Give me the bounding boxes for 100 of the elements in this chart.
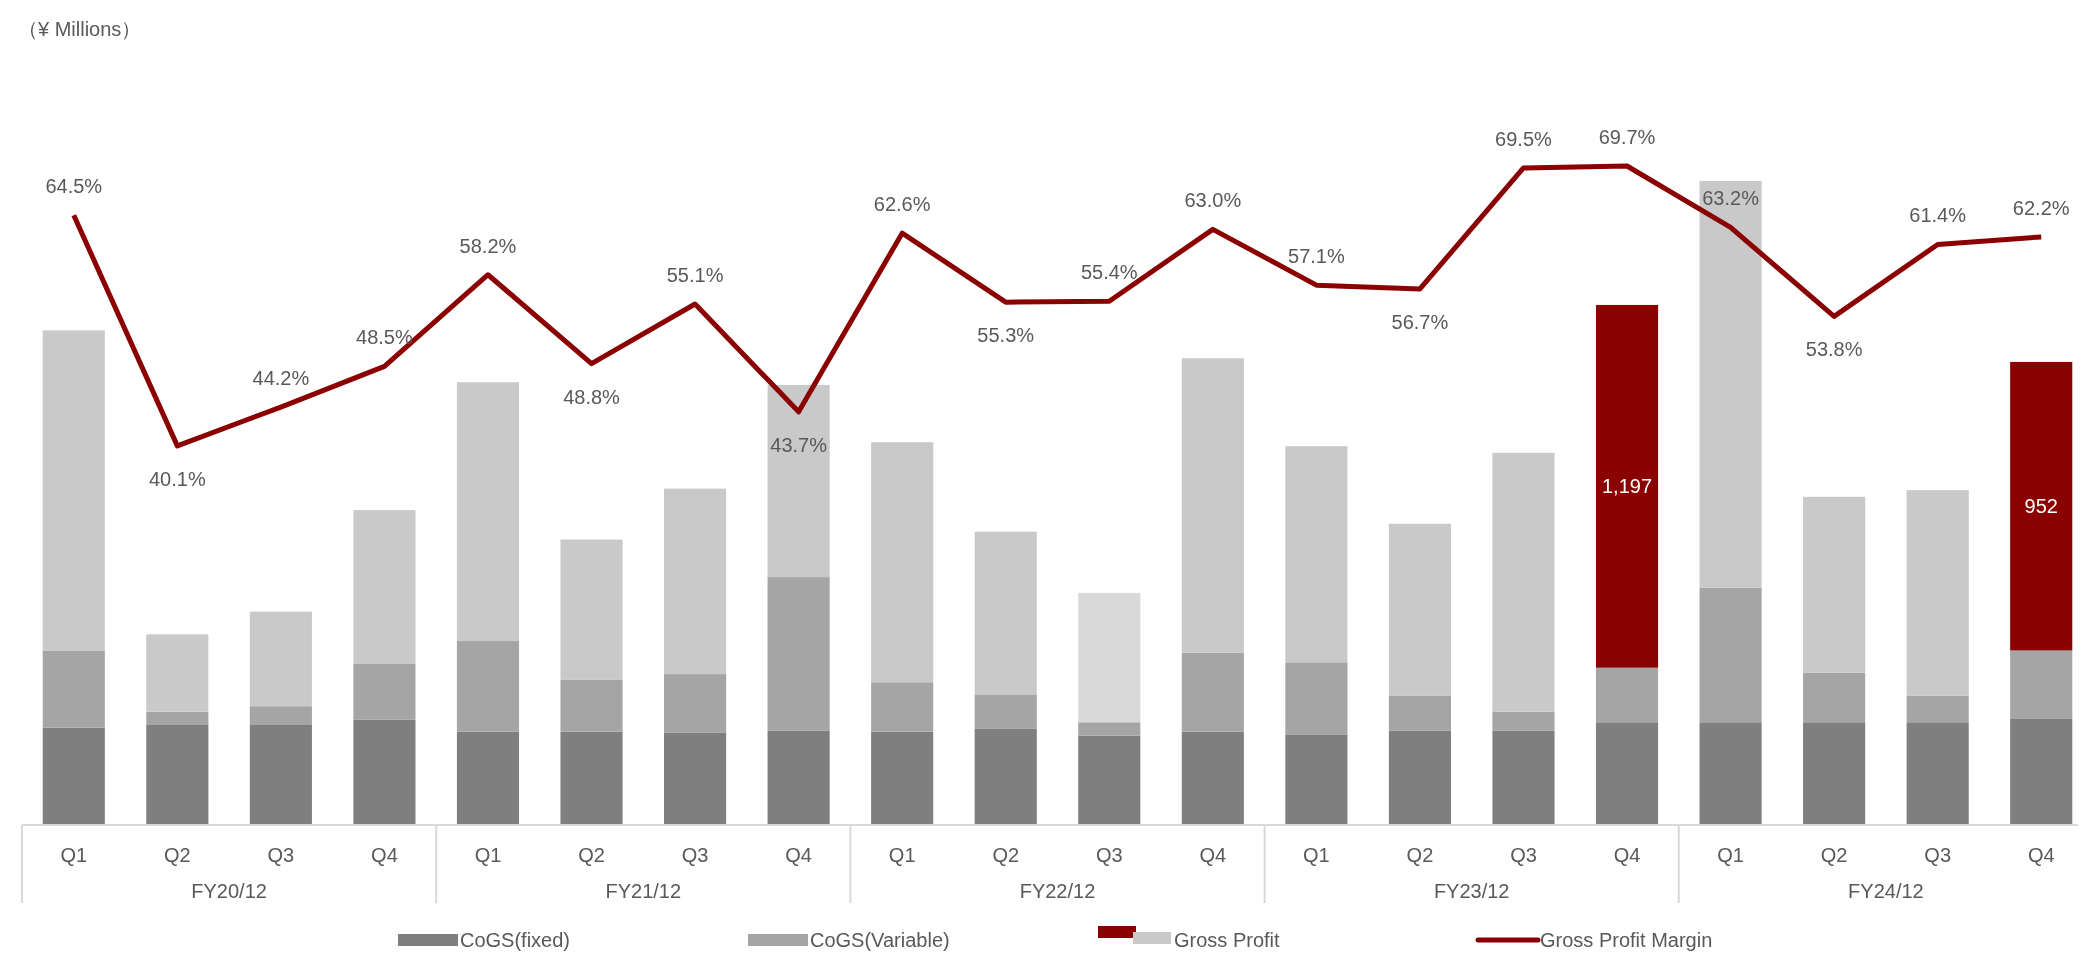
bar (1388, 523, 1451, 696)
x-tick-label: Q4 (1199, 844, 1227, 866)
bar (1078, 735, 1141, 825)
bar (1803, 722, 1866, 825)
bar (1285, 446, 1348, 663)
x-tick-label: Q1 (888, 844, 916, 866)
x-tick-label: Q3 (1510, 844, 1537, 866)
bar (249, 724, 312, 825)
data-label: 48.8% (563, 385, 621, 408)
bar (1595, 304, 1659, 668)
bar (1181, 731, 1244, 825)
data-label: 57.1% (1288, 245, 1345, 268)
data-label: 40.1% (148, 467, 206, 490)
text: FY22/12 (1019, 880, 1096, 902)
bar (1699, 722, 1762, 825)
data-label: 69.5% (1495, 127, 1553, 150)
bar (1285, 734, 1348, 825)
data-label: 55.1% (666, 264, 724, 287)
bar (42, 330, 105, 651)
bar (871, 442, 934, 683)
x-tick-label: Q4 (785, 844, 812, 866)
x-tick-label: Q1 (474, 844, 502, 866)
bar (1078, 722, 1141, 736)
text: （¥ Millions） (18, 18, 142, 40)
x-tick-label: Q2 (992, 844, 1020, 866)
bar (1699, 587, 1762, 723)
x-tick-label: Q3 (1924, 844, 1952, 866)
bar (1181, 652, 1244, 732)
bar (1803, 496, 1866, 673)
bar (1595, 722, 1659, 825)
data-label: 62.2% (2012, 196, 2070, 219)
bar (560, 679, 623, 732)
data-label: 44.2% (252, 367, 310, 390)
bar (353, 510, 416, 664)
bar (1906, 722, 1969, 825)
bar (560, 539, 623, 680)
legend-label: Gross Profit Margin (1540, 929, 1713, 951)
bar (42, 650, 105, 728)
data-label: 1,197 (1601, 475, 1653, 498)
bar (456, 641, 520, 732)
text: FY21/12 (605, 880, 682, 902)
x-tick-label: Q1 (60, 844, 88, 866)
bar (1906, 695, 1969, 723)
bar (1803, 672, 1866, 723)
data-label: 55.4% (1080, 261, 1138, 284)
bar (249, 611, 312, 707)
legend-label: CoGS(fixed) (460, 929, 571, 951)
bar (1492, 452, 1555, 712)
x-tick-label: Q4 (1613, 844, 1641, 866)
data-label: 64.5% (45, 175, 103, 198)
data-label: 56.7% (1391, 310, 1449, 333)
data-label: 58.2% (459, 234, 517, 257)
bar (249, 706, 312, 725)
x-tick-label: Q3 (1095, 844, 1123, 866)
bar (456, 382, 520, 642)
bar (1181, 358, 1244, 653)
data-label: 62.6% (873, 193, 931, 216)
text: FY23/12 (1433, 880, 1510, 902)
bar (664, 488, 727, 675)
bar (2010, 718, 2073, 825)
bar (871, 731, 934, 825)
x-tick-label: Q1 (1303, 844, 1330, 866)
x-tick-label: Q3 (267, 844, 295, 866)
bar (353, 663, 416, 720)
data-label: 63.2% (1702, 187, 1760, 210)
data-label: 48.5% (356, 326, 413, 349)
bar (664, 674, 727, 733)
x-tick-label: Q2 (1406, 844, 1434, 866)
bar (974, 531, 1037, 695)
bar (456, 731, 520, 825)
bar (974, 694, 1037, 729)
data-label: 55.3% (977, 324, 1035, 347)
bar (767, 384, 830, 578)
bar (664, 732, 727, 825)
text: FY20/12 (191, 880, 267, 902)
bar (1388, 695, 1451, 731)
x-tick-label: Q2 (163, 844, 191, 866)
x-tick-label: Q2 (1820, 844, 1848, 866)
bar (1078, 592, 1141, 723)
legend-label: CoGS(Variable) (810, 929, 950, 951)
bar (767, 577, 830, 731)
x-tick-label: Q4 (2027, 844, 2055, 866)
bar (1492, 730, 1555, 825)
bar (146, 711, 209, 725)
bar (871, 682, 934, 732)
bar (1285, 662, 1348, 735)
bar (1595, 667, 1659, 723)
text: FY24/12 (1848, 880, 1924, 902)
data-label: 69.7% (1598, 126, 1656, 148)
x-tick-label: Q2 (578, 844, 605, 866)
x-tick-label: Q4 (371, 844, 398, 866)
data-label: 43.7% (770, 433, 828, 456)
data-label: 952 (2024, 495, 2058, 518)
bar (767, 730, 830, 825)
bar (560, 731, 623, 825)
x-tick-label: Q1 (1717, 844, 1744, 866)
bar (146, 724, 209, 825)
legend-label: Gross Profit (1174, 929, 1281, 951)
bar (974, 728, 1037, 825)
x-tick-label: Q3 (681, 844, 709, 866)
